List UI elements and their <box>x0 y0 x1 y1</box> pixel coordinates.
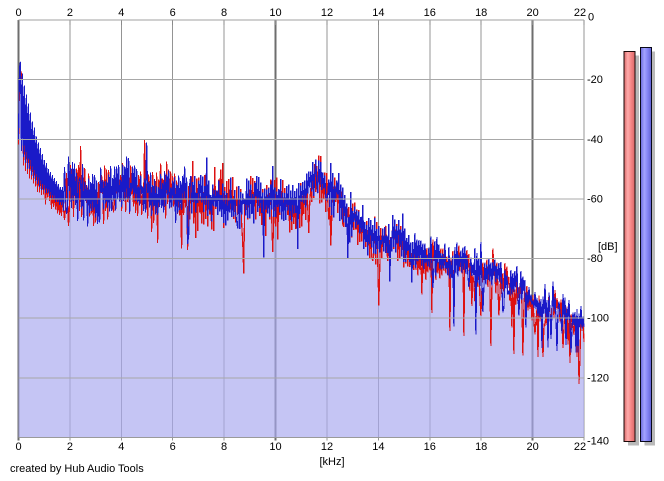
svg-text:10: 10 <box>269 441 281 453</box>
svg-text:-20: -20 <box>587 74 603 86</box>
svg-text:14: 14 <box>372 441 384 453</box>
svg-text:0: 0 <box>15 7 21 19</box>
svg-text:-140: -140 <box>587 436 609 448</box>
svg-text:created by Hub Audio Tools: created by Hub Audio Tools <box>10 463 144 475</box>
svg-text:12: 12 <box>321 7 333 19</box>
svg-text:[dB]: [dB] <box>598 241 618 253</box>
svg-text:2: 2 <box>67 7 73 19</box>
svg-text:18: 18 <box>475 7 487 19</box>
svg-text:20: 20 <box>526 441 538 453</box>
svg-text:[kHz]: [kHz] <box>319 456 344 468</box>
svg-text:4: 4 <box>118 7 124 19</box>
svg-text:6: 6 <box>170 7 176 19</box>
svg-text:14: 14 <box>372 7 384 19</box>
svg-text:8: 8 <box>221 7 227 19</box>
svg-text:4: 4 <box>118 441 124 453</box>
svg-text:12: 12 <box>321 441 333 453</box>
svg-text:8: 8 <box>221 441 227 453</box>
svg-text:6: 6 <box>170 441 176 453</box>
svg-text:-40: -40 <box>587 134 603 146</box>
svg-text:20: 20 <box>526 7 538 19</box>
svg-text:10: 10 <box>269 7 281 19</box>
svg-text:-100: -100 <box>587 313 609 325</box>
svg-text:16: 16 <box>424 7 436 19</box>
svg-text:18: 18 <box>475 441 487 453</box>
svg-text:0: 0 <box>15 441 21 453</box>
svg-text:0: 0 <box>588 12 594 24</box>
svg-text:-120: -120 <box>587 372 609 384</box>
svg-text:-80: -80 <box>587 253 603 265</box>
svg-text:16: 16 <box>424 441 436 453</box>
svg-text:-60: -60 <box>587 193 603 205</box>
svg-text:22: 22 <box>574 7 586 19</box>
svg-text:2: 2 <box>67 441 73 453</box>
svg-text:22: 22 <box>574 441 586 453</box>
